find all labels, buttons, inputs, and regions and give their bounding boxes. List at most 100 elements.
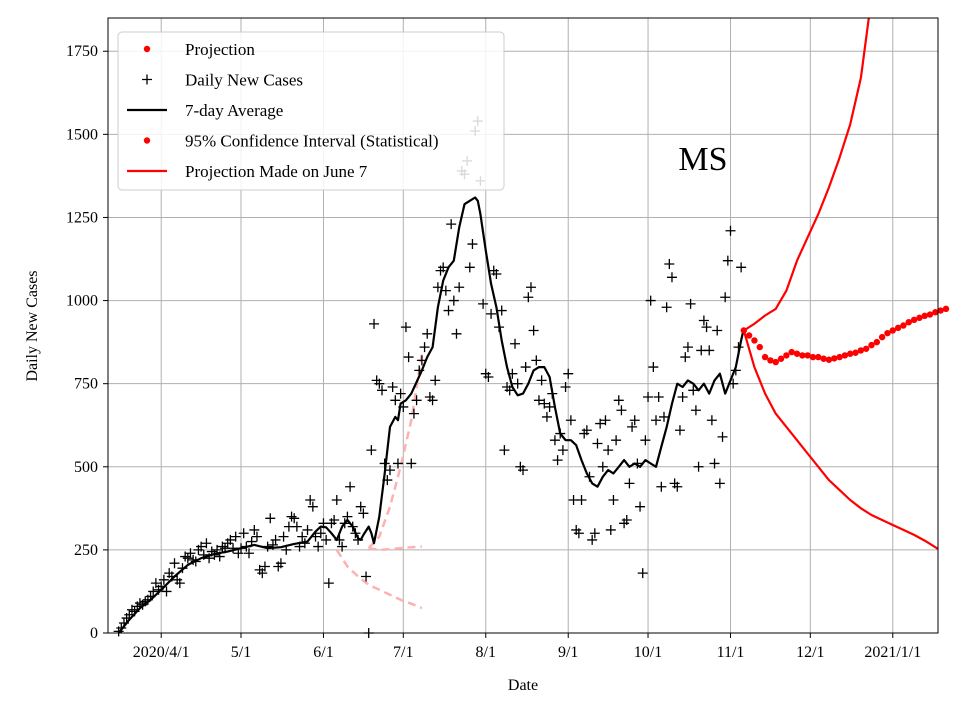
daily-case-point	[454, 282, 465, 293]
daily-case-point	[355, 501, 366, 512]
daily-case-point	[150, 578, 161, 589]
daily-case-point	[605, 524, 616, 535]
daily-case-point	[430, 375, 441, 386]
daily-case-point	[406, 458, 417, 469]
daily-case-point	[270, 534, 281, 545]
projection-point	[783, 352, 790, 359]
daily-case-point	[174, 578, 185, 589]
projection-point	[788, 348, 795, 356]
x-tick-label: 9/1	[558, 644, 578, 661]
daily-case-point	[685, 298, 696, 309]
legend-box	[117, 31, 505, 191]
daily-case-point	[289, 513, 300, 524]
projection-point	[756, 343, 763, 351]
daily-case-point	[134, 598, 145, 609]
daily-case-point	[536, 375, 547, 386]
daily-case-point	[531, 355, 542, 366]
daily-case-point	[243, 548, 254, 559]
daily-case-point	[680, 352, 691, 363]
daily-case-point	[717, 431, 728, 442]
daily-case-point	[384, 465, 395, 476]
daily-case-point	[658, 411, 669, 422]
daily-case-point	[518, 465, 528, 476]
daily-case-point	[528, 325, 539, 336]
daily-case-point	[608, 495, 619, 506]
daily-case-point	[478, 298, 489, 309]
daily-case-point	[581, 425, 592, 436]
daily-case-point	[698, 315, 709, 326]
daily-case-point	[706, 415, 717, 426]
y-tick-label: 1000	[66, 293, 98, 310]
legend-swatch-95-confidence-interval-statistical	[143, 137, 151, 144]
daily-case-point	[400, 322, 411, 333]
daily-case-point	[251, 531, 262, 542]
daily-case-point	[369, 318, 380, 329]
daily-case-point	[387, 382, 398, 392]
daily-case-point	[648, 362, 659, 373]
daily-case-point	[624, 478, 635, 489]
daily-case-point	[403, 352, 414, 363]
projection-point	[767, 357, 774, 364]
projection-point	[921, 312, 928, 320]
daily-case-point	[486, 308, 497, 319]
projection-point	[745, 332, 753, 339]
projection-point	[873, 338, 881, 346]
daily-case-point	[161, 586, 172, 597]
y-tick-label: 750	[74, 376, 98, 393]
daily-case-point	[230, 531, 241, 542]
daily-case-point	[637, 568, 648, 579]
daily-case-point	[712, 325, 723, 336]
daily-case-point	[443, 305, 454, 316]
daily-case-point	[674, 425, 685, 436]
y-tick-label: 1500	[66, 126, 98, 143]
legend-label-daily-new-cases: Daily New Cases	[185, 71, 303, 90]
daily-case-point	[600, 415, 611, 426]
daily-case-point	[573, 528, 584, 539]
daily-case-point	[653, 391, 664, 402]
x-tick-label: 6/1	[313, 644, 333, 661]
y-axis-label: Daily New Cases	[24, 270, 41, 381]
daily-case-point	[587, 534, 598, 545]
daily-case-point	[422, 328, 433, 339]
daily-case-point	[565, 415, 576, 426]
daily-case-point	[496, 305, 507, 316]
daily-case-point	[621, 514, 632, 525]
projection-point	[868, 341, 875, 349]
y-tick-label: 1750	[66, 43, 98, 60]
daily-case-point	[390, 395, 401, 406]
daily-case-point	[451, 328, 462, 339]
daily-case-point	[313, 541, 324, 552]
daily-case-point	[690, 405, 701, 416]
daily-case-point	[419, 342, 430, 353]
daily-case-point	[307, 501, 318, 512]
daily-case-point	[315, 528, 326, 539]
y-tick-label: 250	[74, 542, 98, 559]
x-tick-label: 2021/1/1	[864, 644, 921, 661]
daily-case-point	[616, 405, 627, 416]
daily-case-point	[499, 445, 510, 456]
daily-case-point	[677, 391, 688, 402]
daily-case-point	[525, 282, 536, 293]
daily-case-point	[592, 438, 603, 449]
daily-case-point	[291, 521, 302, 532]
daily-case-point	[361, 571, 372, 582]
daily-case-point	[533, 395, 544, 406]
daily-case-point	[714, 478, 725, 489]
daily-case-point	[305, 495, 316, 506]
daily-case-point	[688, 385, 699, 396]
y-tick-label: 0	[90, 625, 98, 642]
projection-point	[815, 353, 822, 361]
projection-point	[942, 305, 950, 313]
daily-case-point	[709, 458, 720, 469]
projection-point	[878, 333, 886, 341]
state-label: MS	[678, 141, 727, 178]
daily-case-point	[603, 445, 614, 456]
95-confidence-interval-upper-line	[743, 18, 870, 332]
daily-case-point	[693, 461, 704, 472]
projection-point	[916, 314, 923, 322]
daily-case-point	[182, 553, 193, 564]
daily-case-point	[395, 388, 406, 399]
daily-case-point	[225, 534, 236, 545]
projection-point	[900, 322, 907, 329]
